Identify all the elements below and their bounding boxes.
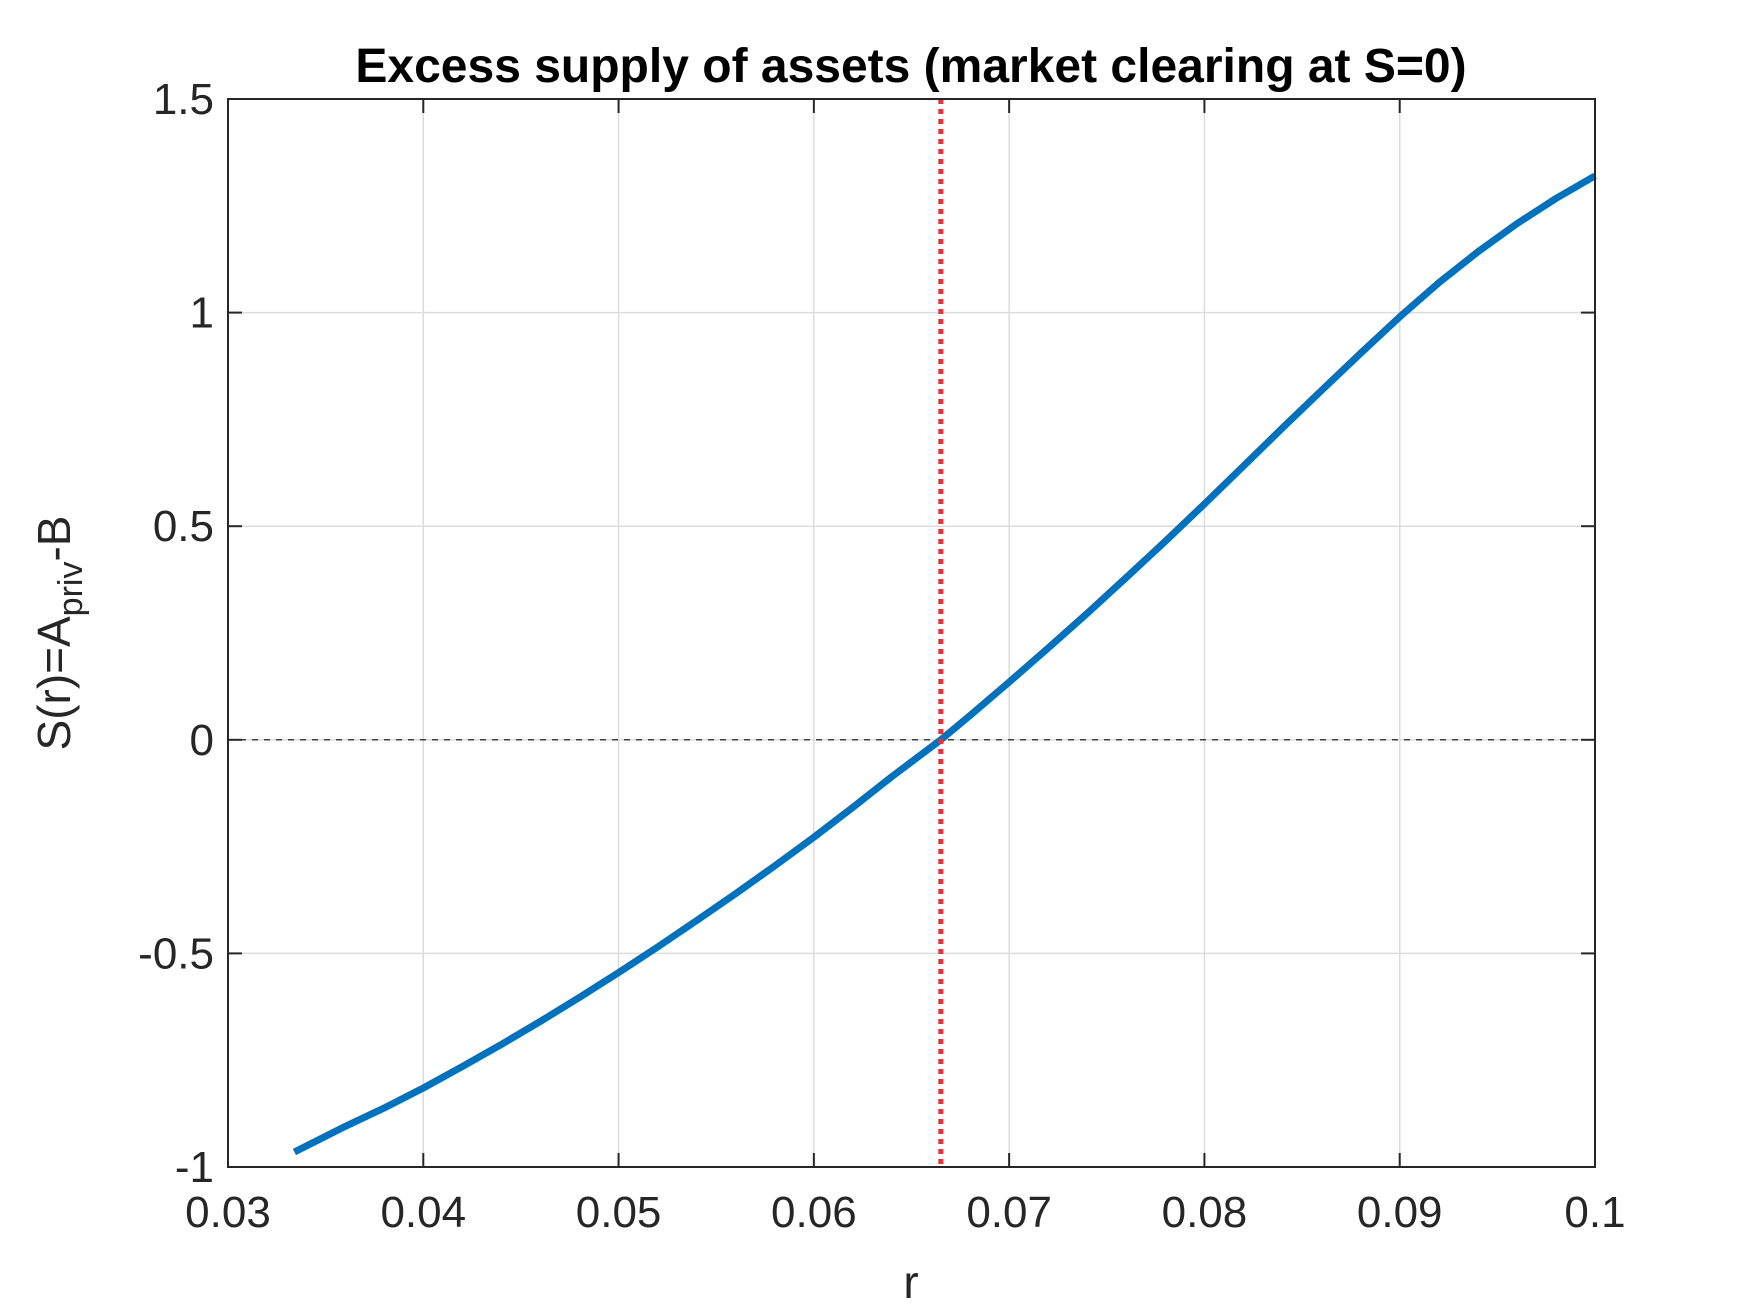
x-tick-label: 0.07 xyxy=(966,1188,1052,1237)
y-tick-label: -0.5 xyxy=(138,929,214,978)
y-tick-label: 0.5 xyxy=(153,502,214,551)
y-tick-label: 1 xyxy=(190,289,214,338)
x-tick-label: 0.06 xyxy=(771,1188,857,1237)
y-axis-ticks: -1 -0.5 0 0.5 1 1.5 xyxy=(138,75,1595,1192)
axes-box xyxy=(227,98,1596,1168)
y-axis-label-main: S(r)=A xyxy=(28,616,80,751)
chart-title: Excess supply of assets (market clearing… xyxy=(355,40,1466,93)
x-axis-ticks: 0.03 0.04 0.05 0.06 0.07 0.08 0.09 0.1 xyxy=(185,99,1626,1237)
grid-lines xyxy=(228,99,1595,1167)
y-tick-label: 1.5 xyxy=(153,75,214,124)
y-tick-label: -1 xyxy=(175,1143,214,1192)
y-axis-label-suffix: -B xyxy=(28,516,80,562)
x-tick-label: 0.08 xyxy=(1162,1188,1248,1237)
x-tick-label: 0.05 xyxy=(576,1188,662,1237)
y-axis-label: S(r)=Apriv-B xyxy=(28,516,90,751)
plot-area xyxy=(228,99,1595,1167)
series-line-excess-supply xyxy=(292,172,1597,1156)
x-tick-label: 0.09 xyxy=(1357,1188,1443,1237)
x-axis-label: r xyxy=(903,1256,918,1308)
x-tick-label: 0.1 xyxy=(1564,1188,1625,1237)
y-tick-label: 0 xyxy=(190,716,214,765)
y-axis-label-subscript: priv xyxy=(52,562,90,617)
x-tick-label: 0.04 xyxy=(380,1188,466,1237)
x-tick-label: 0.03 xyxy=(185,1188,271,1237)
